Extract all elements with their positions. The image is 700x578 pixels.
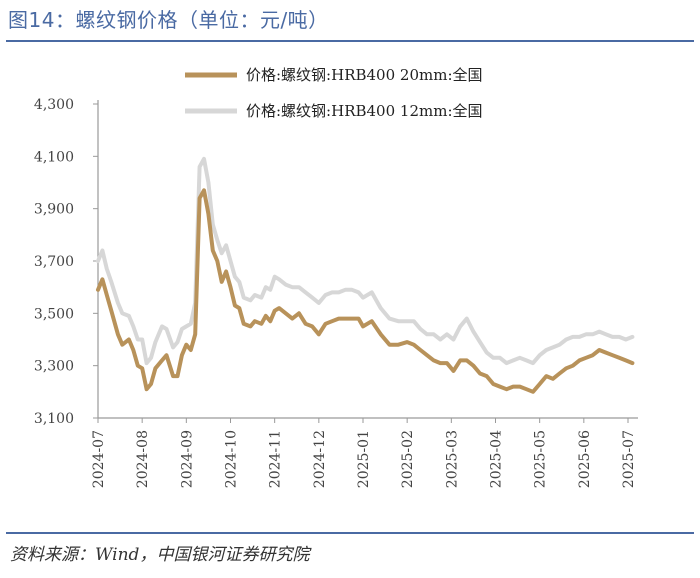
x-tick-label: 2025-04 bbox=[489, 430, 505, 488]
y-tick-label: 3,900 bbox=[34, 202, 74, 218]
y-tick-label: 3,500 bbox=[34, 306, 74, 322]
chart-svg: 3,100 3,300 3,500 3,700 3,900 4,100 4,300 2024-… bbox=[34, 66, 638, 488]
source-rule bbox=[6, 532, 694, 534]
x-tick-label: 2025-07 bbox=[621, 430, 637, 488]
axes: 3,100 3,300 3,500 3,700 3,900 4,100 4,300 2024-… bbox=[34, 97, 638, 488]
y-tick-label: 3,300 bbox=[34, 359, 74, 375]
series-line-0 bbox=[96, 188, 635, 394]
y-tick-label: 4,100 bbox=[34, 149, 74, 165]
series-line-1 bbox=[96, 156, 635, 366]
x-tick-label: 2025-01 bbox=[356, 430, 372, 488]
x-tick-label: 2025-03 bbox=[444, 430, 460, 488]
source-note: 资料来源：Wind，中国银河证券研究院 bbox=[10, 545, 310, 565]
x-tick-label: 2025-02 bbox=[400, 430, 416, 488]
x-tick-label: 2025-06 bbox=[577, 430, 593, 488]
y-tick-label: 4,300 bbox=[34, 97, 74, 113]
series-lines bbox=[96, 156, 635, 394]
title-rule bbox=[6, 40, 694, 42]
x-tick-label: 2024-09 bbox=[179, 430, 195, 488]
y-tick-label: 3,700 bbox=[34, 254, 74, 270]
x-tick-label: 2024-10 bbox=[224, 430, 240, 488]
x-tick-label: 2024-12 bbox=[312, 430, 328, 488]
x-tick-label: 2024-11 bbox=[268, 430, 284, 488]
figure-title: 图14：螺纹钢价格（单位：元/吨） bbox=[8, 8, 329, 32]
legend-label-0: 价格:螺纹钢:HRB400 20mm:全国 bbox=[246, 66, 483, 84]
x-tick-label: 2025-05 bbox=[533, 430, 549, 488]
legend-label-1: 价格:螺纹钢:HRB400 12mm:全国 bbox=[246, 102, 483, 120]
x-tick-label: 2024-07 bbox=[91, 430, 107, 488]
y-tick-label: 3,100 bbox=[34, 411, 74, 427]
x-tick-label: 2024-08 bbox=[135, 430, 151, 488]
